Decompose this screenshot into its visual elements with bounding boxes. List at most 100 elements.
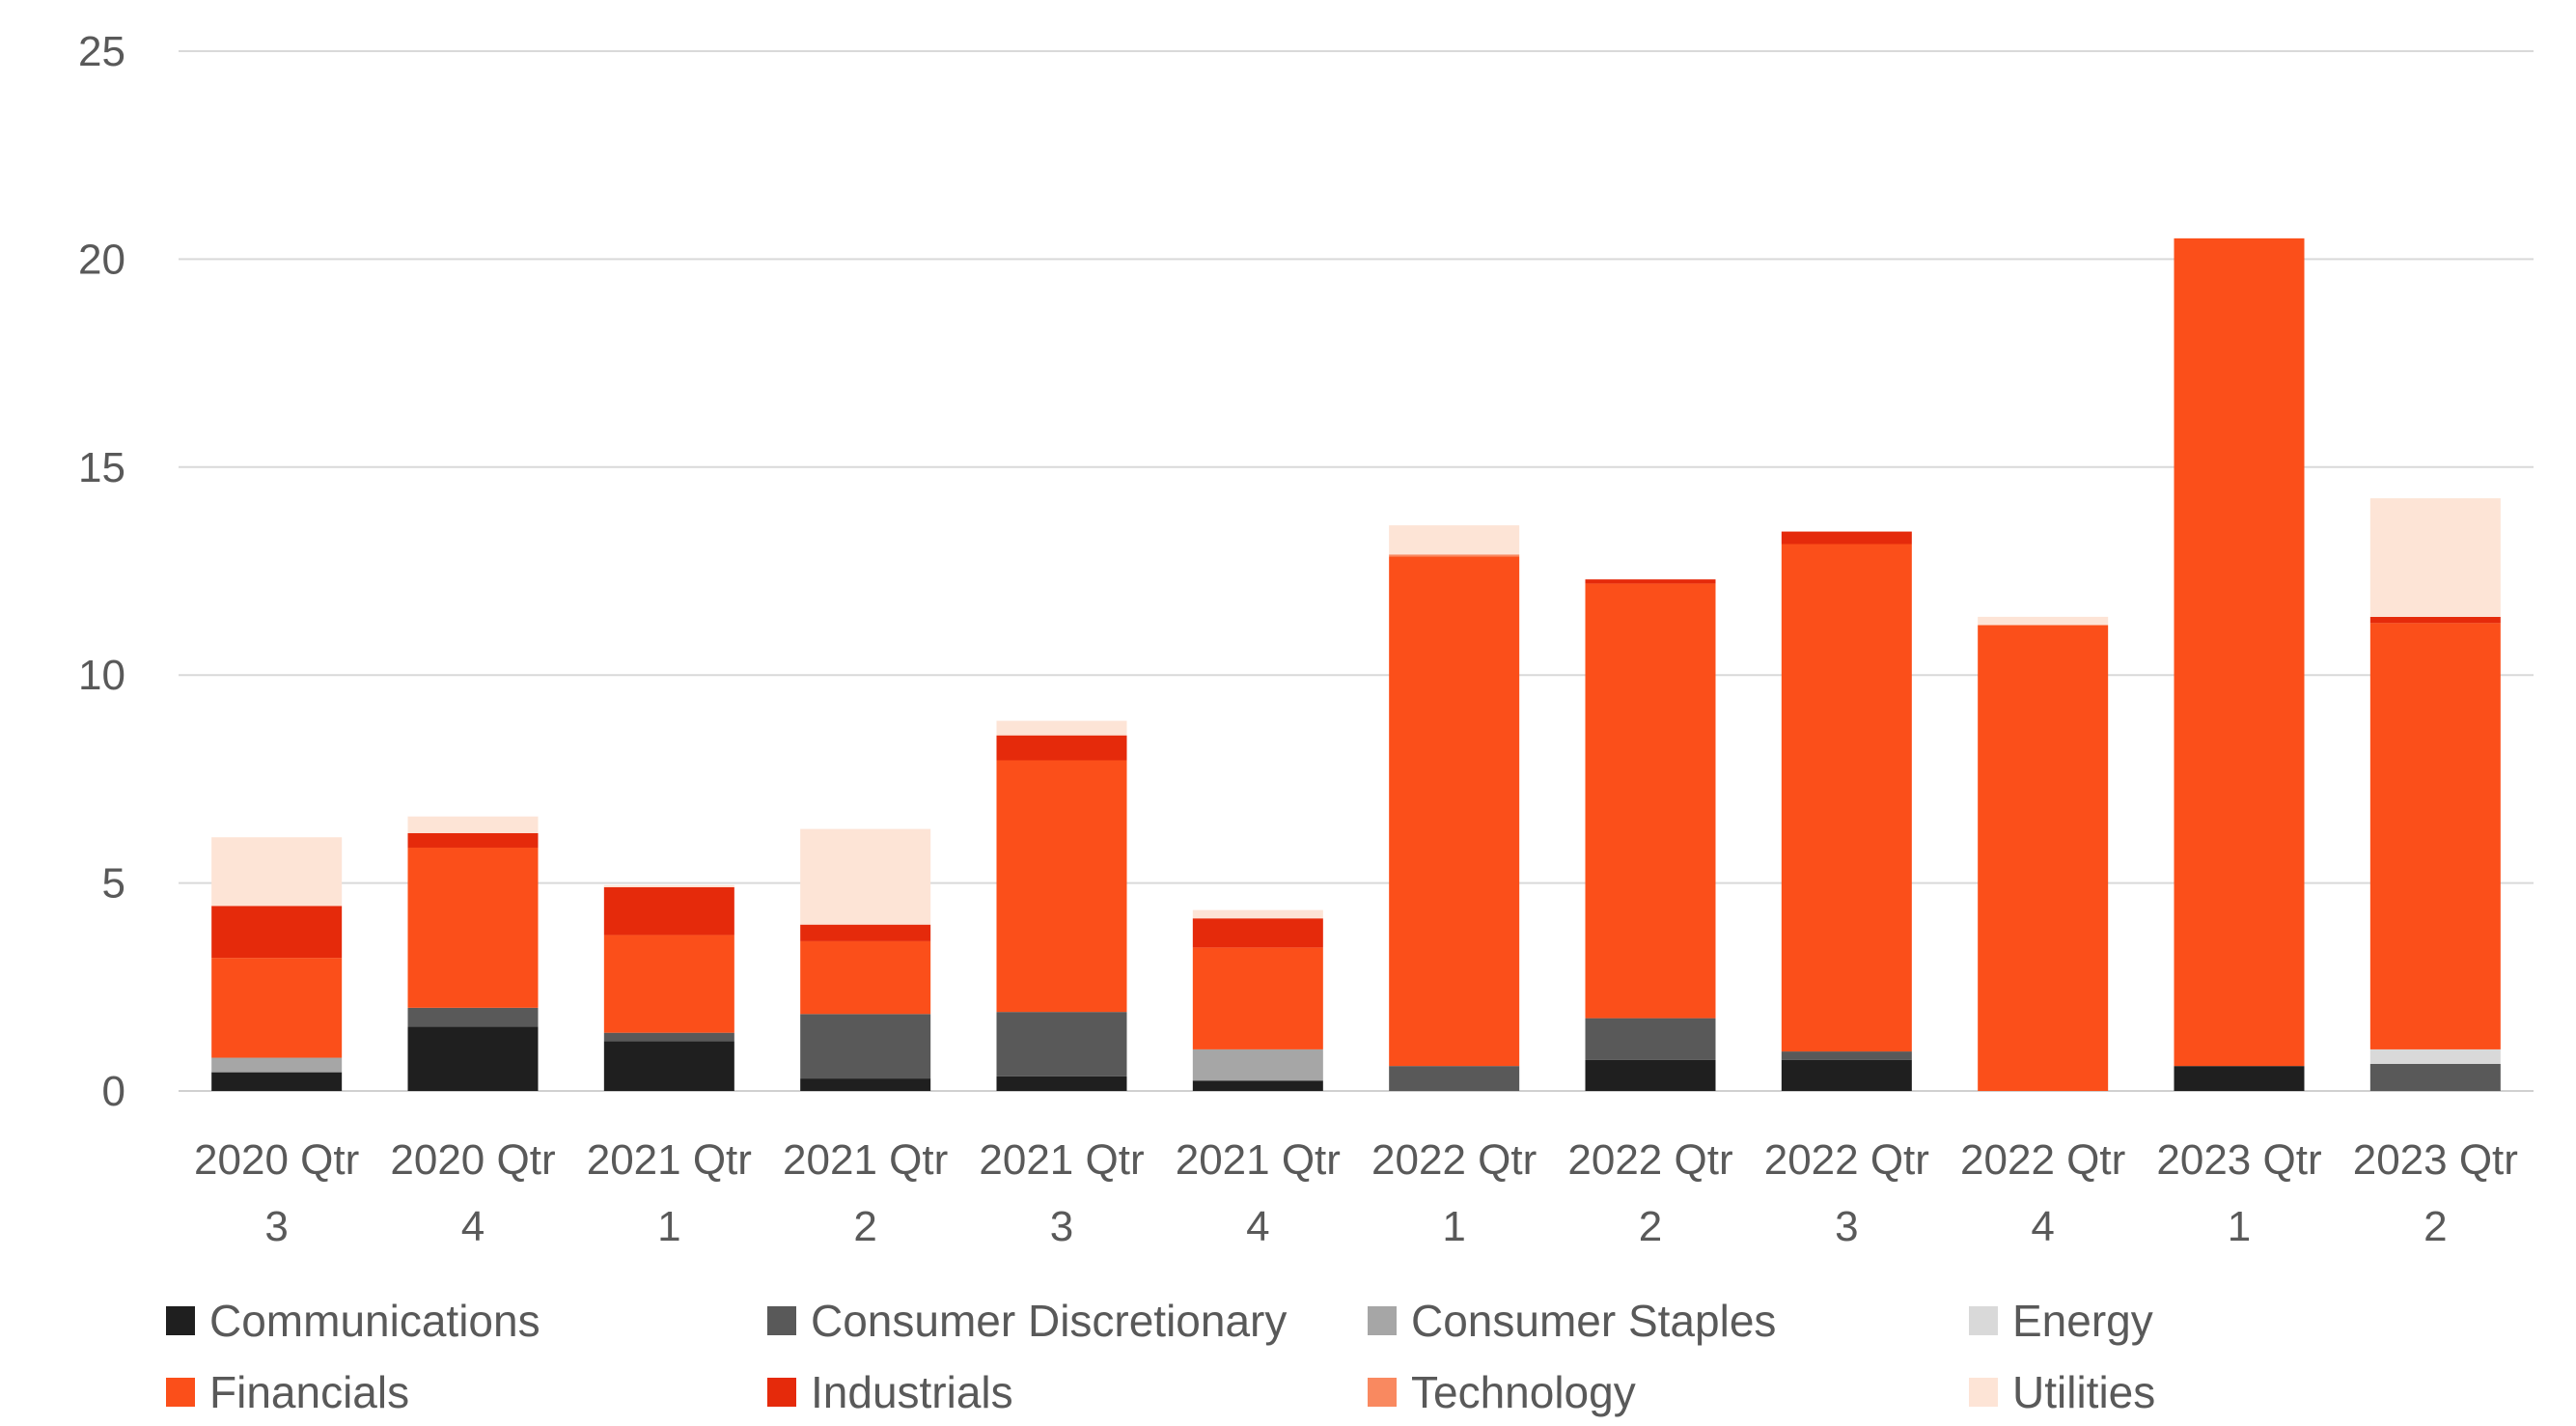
bar-segment [1389,554,1520,557]
legend-swatch [1969,1306,1998,1335]
y-tick-label: 20 [78,236,125,283]
x-tick-label: 2023 Qtr [2156,1136,2321,1184]
bar-segment [2369,498,2501,617]
bar-segment [1781,1051,1912,1060]
x-tick-label: 4 [2031,1203,2054,1250]
bar-segment [2369,1049,2501,1064]
bar-segment [1192,909,1323,919]
bar-segment [996,760,1127,1013]
legend-label: Financials [209,1367,409,1417]
bar-segment [2369,623,2501,1049]
bar-segment [2174,1066,2305,1091]
x-tick-label: 2022 Qtr [1960,1136,2125,1184]
bar-segment [211,906,343,959]
legend-swatch [1368,1378,1397,1407]
bar-segment [1389,556,1520,1067]
bar-segment [996,1076,1127,1091]
bar-segment [407,816,539,833]
x-axis: 2020 Qtr 3 2020 Qtr 4 2021 Qtr 1 2021 Qtr 2 2021… [194,1136,2518,1250]
bar-segment [996,1012,1127,1076]
y-tick-label: 5 [102,860,125,908]
bars [211,238,2501,1091]
bar-segment [211,1057,343,1073]
x-tick-label: 2021 Qtr [587,1136,752,1184]
bar-segment [1781,1059,1912,1091]
bar-segment [1781,531,1912,545]
y-tick-label: 15 [78,444,125,491]
x-tick-label: 4 [1246,1203,1269,1250]
y-tick-label: 0 [102,1068,125,1115]
x-tick-label: 3 [1050,1203,1073,1250]
legend-swatch [166,1306,195,1335]
x-tick-label: 1 [657,1203,680,1250]
legend-swatch [767,1378,796,1407]
x-tick-label: 2022 Qtr [1567,1136,1732,1184]
legend-swatch [1969,1378,1998,1407]
x-tick-label: 2020 Qtr [390,1136,555,1184]
bar-segment [1192,1080,1323,1091]
bar-segment [407,1026,539,1091]
bar-segment [2174,238,2305,1067]
bar-segment [603,886,734,936]
x-tick-label: 2020 Qtr [194,1136,359,1184]
x-tick-label: 1 [2228,1203,2251,1250]
bar-segment [996,735,1127,761]
bar-segment [407,1007,539,1027]
x-tick-label: 2022 Qtr [1764,1136,1929,1184]
bar-segment [407,832,539,848]
legend-label: Energy [2012,1296,2153,1346]
bar-segment [211,1072,343,1091]
y-axis: 0 5 10 15 20 25 [78,28,125,1115]
bar-segment [1978,625,2109,1091]
bar-segment [2369,1063,2501,1091]
legend-label: Consumer Staples [1411,1296,1776,1346]
bar-segment [211,837,343,907]
bar-segment [1585,583,1716,1019]
bar-segment [800,1014,931,1079]
x-tick-label: 3 [1835,1203,1858,1250]
x-tick-label: 2021 Qtr [783,1136,948,1184]
bar-segment [800,924,931,941]
bar-segment [603,935,734,1033]
bar-segment [1389,525,1520,555]
x-tick-label: 2023 Qtr [2353,1136,2518,1184]
x-tick-label: 2 [853,1203,876,1250]
x-tick-label: 1 [1442,1203,1465,1250]
x-tick-label: 2021 Qtr [1176,1136,1341,1184]
legend-label: Technology [1411,1367,1636,1417]
bar-segment [800,1078,931,1091]
legend: Communications Consumer Discretionary Cons… [166,1296,2155,1417]
bar-segment [603,884,734,887]
bar-segment [800,828,931,925]
x-tick-label: 2 [2424,1203,2447,1250]
bar-segment [800,940,931,1015]
legend-label: Utilities [2012,1367,2155,1417]
legend-swatch [166,1378,195,1407]
y-tick-label: 10 [78,652,125,699]
bar-segment [211,958,343,1058]
x-tick-label: 3 [264,1203,288,1250]
bar-segment [2369,616,2501,624]
x-tick-label: 2022 Qtr [1371,1136,1537,1184]
y-tick-label: 25 [78,28,125,75]
bar-segment [1192,1049,1323,1081]
bar-segment [407,847,539,1008]
x-tick-label: 4 [461,1203,485,1250]
bar-segment [603,1032,734,1042]
bar-segment [1585,579,1716,584]
legend-label: Consumer Discretionary [811,1296,1287,1346]
x-tick-label: 2021 Qtr [979,1136,1144,1184]
legend-label: Communications [209,1296,540,1346]
bar-segment [1781,544,1912,1052]
bar-segment [1585,1018,1716,1060]
x-tick-label: 2 [1639,1203,1662,1250]
gridlines [179,50,2534,1092]
legend-swatch [1368,1306,1397,1335]
legend-label: Industrials [811,1367,1013,1417]
bar-segment [603,1041,734,1091]
bar-segment [1192,947,1323,1049]
bar-segment [996,720,1127,736]
bar-segment [1389,1066,1520,1091]
legend-swatch [767,1306,796,1335]
